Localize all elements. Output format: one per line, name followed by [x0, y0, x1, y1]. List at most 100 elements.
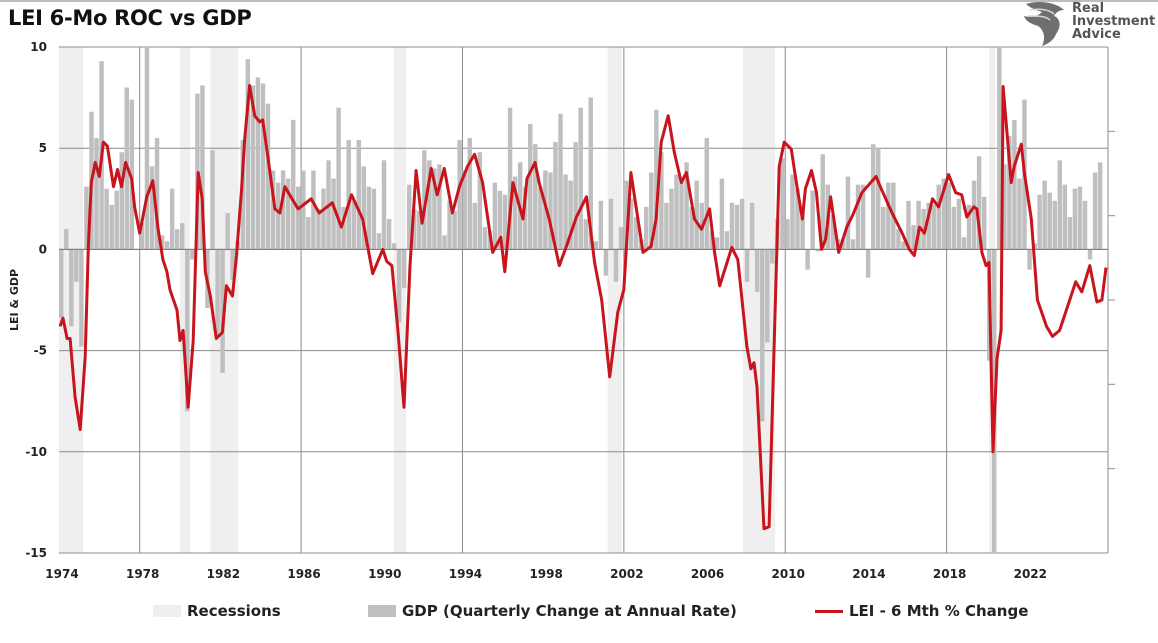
gdp-bar	[180, 223, 185, 250]
gdp-bar	[351, 200, 356, 250]
y-tick-label: -10	[25, 445, 47, 459]
legend-label: LEI - 6 Mth % Change	[849, 602, 1029, 620]
logo-line-2: Investment	[1072, 14, 1156, 29]
gdp-bar	[659, 152, 664, 250]
gdp-bar	[301, 170, 306, 250]
gdp-bar	[1087, 249, 1093, 260]
gdp-bar	[376, 233, 382, 250]
gdp-bar	[997, 47, 1002, 250]
gdp-bar	[512, 176, 518, 250]
gdp-bar	[285, 178, 291, 250]
gdp-bar	[129, 99, 135, 250]
gdp-bar	[971, 180, 977, 250]
gdp-bar	[432, 168, 437, 250]
gdp-bar	[845, 176, 851, 250]
gdp-bar	[104, 188, 109, 250]
gdp-bar	[674, 174, 679, 250]
logo: Real Investment Advice	[1020, 0, 1155, 46]
gdp-bar	[1067, 217, 1073, 250]
gdp-bar	[381, 160, 387, 250]
eagle-logo-icon	[1024, 2, 1064, 46]
x-tick-label: 2006	[691, 567, 724, 581]
gdp-bar	[633, 217, 639, 250]
gdp-bar	[190, 249, 195, 260]
gdp-bar	[946, 182, 952, 250]
gdp-bar	[729, 202, 735, 250]
gdp-bar	[200, 85, 205, 250]
gdp-bar	[870, 144, 876, 250]
gdp-bar	[669, 188, 674, 250]
gdp-bar	[613, 249, 619, 282]
gdp-bar	[881, 206, 886, 250]
gdp-bar	[296, 186, 301, 250]
gdp-bar	[119, 152, 124, 250]
gdp-bar	[966, 204, 972, 250]
gdp-bar	[941, 178, 947, 250]
gdp-bar	[396, 249, 402, 323]
gdp-bar	[588, 97, 593, 250]
gdp-bar	[951, 206, 957, 250]
gdp-bar	[64, 229, 69, 250]
gdp-bar	[744, 249, 750, 282]
gdp-bar	[230, 249, 235, 280]
x-tick-label: 1982	[207, 567, 240, 581]
x-tick-label: 2014	[852, 567, 885, 581]
gdp-bar	[936, 184, 941, 250]
gdp-bar	[442, 235, 447, 250]
gdp-bar	[820, 154, 825, 250]
gdp-bar	[391, 243, 397, 250]
gdp-bar	[714, 237, 720, 250]
gdp-bar	[280, 170, 286, 250]
gdp-bar	[684, 162, 689, 250]
y-tick-label: -15	[25, 546, 47, 560]
gdp-bar	[583, 219, 588, 250]
gdp-bar	[548, 172, 553, 250]
x-tick-label: 1978	[126, 567, 159, 581]
gdp-bar	[240, 140, 246, 250]
gdp-bar	[159, 235, 165, 250]
gdp-bar	[79, 249, 84, 347]
gdp-bar	[916, 200, 921, 250]
gdp-bar	[74, 249, 79, 282]
gdp-bar	[477, 152, 483, 250]
gdp-bar	[976, 156, 982, 250]
lei-line-group	[58, 84, 1108, 531]
gdp-bar	[800, 208, 805, 250]
gdp-bar	[336, 107, 341, 250]
gdp-bar	[618, 227, 624, 250]
gdp-bar	[598, 200, 604, 250]
gdp-bar	[346, 140, 351, 250]
gdp-bar	[1057, 160, 1063, 250]
gdp-bar	[533, 144, 538, 250]
gdp-bar	[1082, 200, 1088, 250]
gdp-bar	[724, 231, 730, 250]
legend-item-gdp: GDP (Quarterly Change at Annual Rate)	[368, 602, 737, 620]
gdp-bar	[220, 249, 225, 373]
gdp-bar	[754, 249, 760, 292]
gdp-bar	[704, 138, 709, 250]
gdp-bar	[906, 200, 911, 250]
gdp-bar	[1077, 186, 1083, 250]
gdp-bar	[1062, 184, 1068, 250]
gdp-bar	[341, 206, 346, 250]
gdp-bar	[679, 178, 684, 250]
legend-item-lei: LEI - 6 Mth % Change	[815, 602, 1028, 620]
gdp-bar	[185, 249, 190, 412]
gdp-bar	[981, 196, 987, 250]
x-tick-label: 2010	[772, 567, 805, 581]
gdp-bar	[785, 219, 790, 250]
x-tick-label: 2018	[933, 567, 966, 581]
x-tick-label: 2022	[1014, 567, 1047, 581]
gdp-bar	[1052, 200, 1057, 250]
gdp-bar	[255, 77, 261, 250]
gdp-bar	[1012, 119, 1017, 250]
x-tick-label: 1974	[45, 567, 78, 581]
gdp-bar	[270, 170, 276, 250]
gdp-bar	[149, 166, 155, 250]
gdp-bar	[356, 140, 361, 250]
legend-swatch-lei	[815, 609, 843, 613]
x-tick-label: 1990	[368, 567, 401, 581]
gdp-bar	[417, 210, 422, 250]
gdp-bar	[719, 178, 725, 250]
gdp-bar	[1042, 180, 1047, 250]
